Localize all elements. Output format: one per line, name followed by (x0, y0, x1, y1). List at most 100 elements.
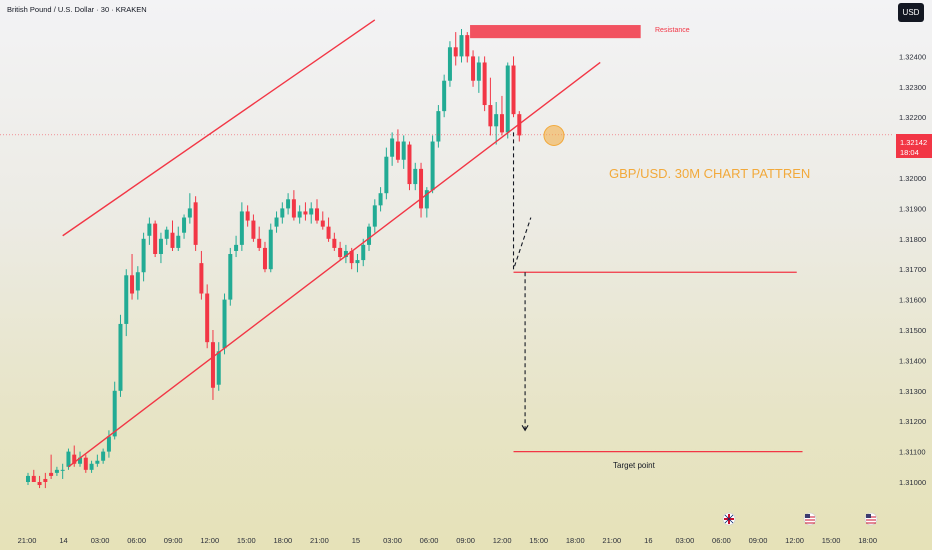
y-tick-label: 1.31900 (899, 204, 926, 213)
x-tick-label: 12:00 (785, 536, 804, 545)
candle (413, 162, 418, 191)
candle-body (355, 260, 360, 264)
candle-body (453, 47, 458, 57)
candle (511, 56, 516, 118)
y-tick-label: 1.31300 (899, 387, 926, 396)
candle-body (436, 111, 441, 142)
x-tick-label: 09:00 (456, 536, 475, 545)
candle (170, 220, 175, 251)
y-tick-label: 1.31000 (899, 478, 926, 487)
candle (257, 226, 262, 251)
candle-body (280, 208, 285, 218)
candle (384, 147, 389, 200)
candle-body (43, 478, 48, 482)
candle (54, 466, 59, 476)
y-tick-label: 1.32200 (899, 113, 926, 122)
x-tick-label: 06:00 (127, 536, 146, 545)
drawings-layer (0, 19, 893, 468)
chart-pattern-headline: GBP/USD. 30M CHART PATTREN (609, 166, 810, 181)
flag-uk-icon[interactable] (722, 512, 736, 526)
candle-body (78, 457, 83, 464)
x-tick-label: 06:00 (712, 536, 731, 545)
y-axis: 1.32400 1.32300 1.32200 1.32000 1.31900 1.318… (899, 52, 926, 487)
y-tick-label: 1.31200 (899, 417, 926, 426)
candle (517, 111, 522, 142)
candle (309, 202, 314, 224)
candle-body (297, 211, 302, 218)
candle-body (54, 469, 59, 473)
candle-body (37, 482, 42, 486)
candle (338, 241, 343, 261)
candle (372, 199, 377, 233)
candle (101, 448, 106, 464)
candle (78, 451, 83, 467)
x-axis: 21:00 14 03:00 06:00 09:00 12:00 15:00 18:00 21:… (18, 536, 877, 545)
candle-body (176, 235, 181, 248)
candle (395, 129, 400, 163)
candle-body (182, 217, 187, 233)
x-tick-label: 21:00 (18, 536, 37, 545)
chart-title: British Pound / U.S. Dollar · 30 · KRAKE… (7, 5, 147, 14)
candle-body (332, 238, 337, 248)
candle (355, 254, 360, 273)
candle-body (476, 62, 481, 81)
candle-body (257, 238, 262, 248)
candle-body (72, 454, 77, 464)
candle-body (320, 220, 325, 227)
flag-us-icon[interactable] (803, 512, 817, 526)
candle (251, 214, 256, 242)
x-tick-label: 15:00 (822, 536, 841, 545)
candle-body (60, 469, 65, 471)
candle-body (494, 114, 499, 127)
candle (193, 196, 198, 251)
candle-body (147, 223, 152, 236)
candle-body (326, 226, 331, 239)
candle-body (424, 190, 429, 209)
candle-body (124, 275, 129, 324)
y-tick-label: 1.31800 (899, 235, 926, 244)
lower-channel-line (68, 61, 601, 468)
candle-body (199, 263, 204, 294)
candle-body (222, 299, 227, 349)
candle (130, 254, 135, 300)
x-tick-label: 14 (59, 536, 67, 545)
candle (26, 472, 30, 486)
flag-us-icon[interactable] (864, 512, 878, 526)
candle (471, 50, 476, 87)
candle (505, 62, 510, 139)
candle (187, 193, 192, 224)
candle (274, 211, 279, 233)
candle-body (430, 141, 435, 191)
current-price-value: 1.32142 (900, 138, 927, 147)
candle (419, 162, 424, 218)
candle-body (205, 293, 210, 343)
x-tick-label: 15 (352, 536, 360, 545)
candle (447, 41, 452, 87)
candle-body (89, 463, 94, 470)
y-tick-label: 1.31700 (899, 265, 926, 274)
candle (31, 469, 36, 482)
x-tick-label: 16 (644, 536, 652, 545)
candle (268, 223, 273, 273)
candle-body (384, 156, 389, 194)
candle (147, 217, 152, 245)
candle (182, 214, 187, 239)
candle-body (413, 168, 418, 185)
candle-body (395, 141, 400, 160)
candle-body (158, 238, 163, 254)
candle-body (511, 65, 516, 115)
candle-body (216, 351, 221, 385)
candle (482, 56, 487, 112)
candle-body (471, 56, 476, 81)
currency-button[interactable]: USD (898, 3, 924, 22)
current-price-badge: 1.32142 18:04 (896, 134, 932, 158)
x-tick-label: 03:00 (91, 536, 110, 545)
candle-body (465, 35, 470, 57)
candle (367, 223, 372, 251)
candle-body (442, 80, 447, 112)
candle (216, 342, 221, 391)
candle (378, 187, 383, 212)
candle-body (505, 65, 510, 133)
